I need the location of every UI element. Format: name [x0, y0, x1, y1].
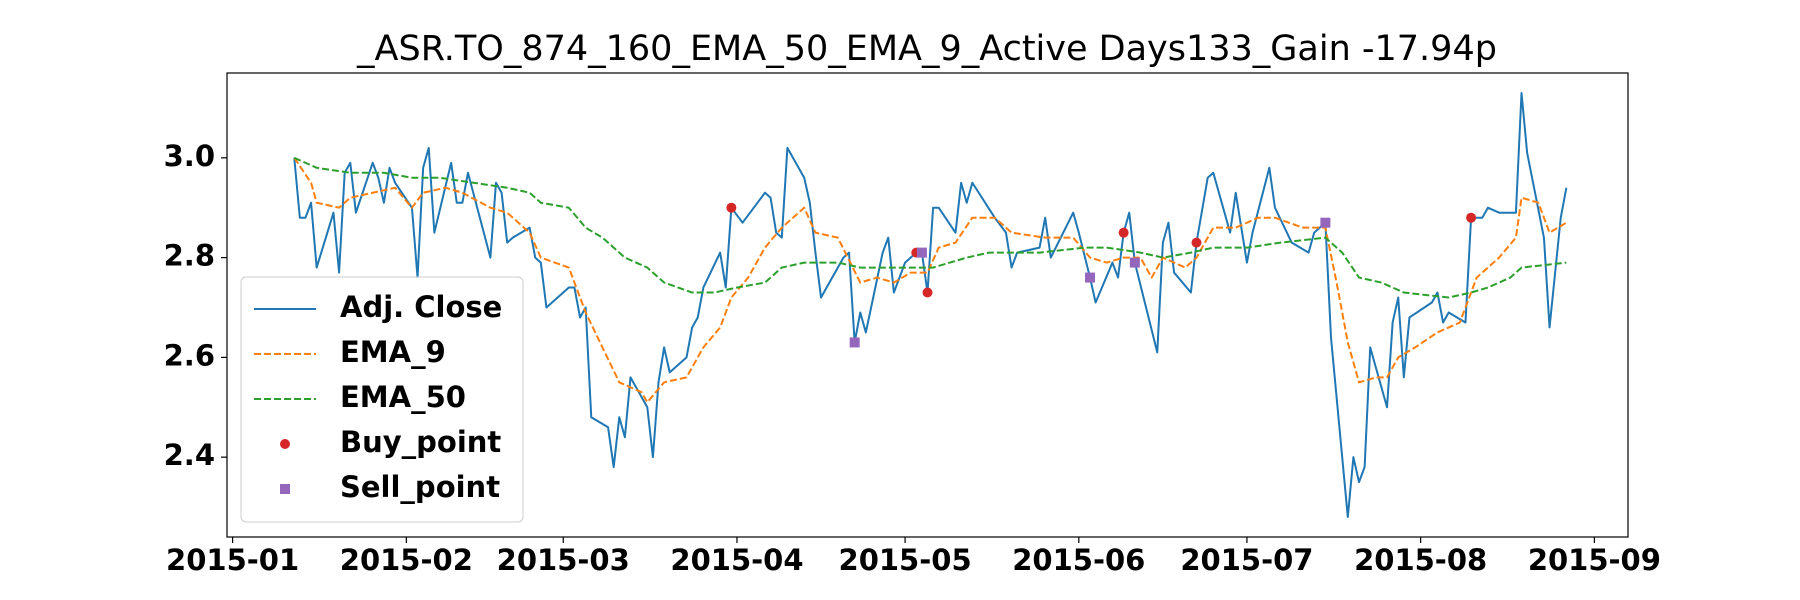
buy-point	[1118, 227, 1129, 238]
series-line	[293, 91, 1568, 519]
legend-label: EMA_50	[340, 380, 466, 414]
x-tick-label: 2015-04	[670, 543, 803, 577]
plot-area	[293, 91, 1568, 519]
plot-frame	[226, 72, 1629, 538]
x-tick-label: 2015-07	[1180, 543, 1313, 577]
series-line	[293, 157, 1567, 404]
buy-point	[726, 202, 737, 213]
legend-box	[240, 276, 524, 523]
legend-marker	[280, 439, 290, 449]
chart-title: _ASR.TO_874_160_EMA_50_EMA_9_Active Days…	[356, 29, 1497, 69]
y-tick-label: 3.0	[164, 139, 215, 173]
x-tick-label: 2015-06	[1012, 543, 1145, 577]
x-tick-label: 2015-09	[1528, 543, 1661, 577]
x-tick-label: 2015-08	[1354, 543, 1487, 577]
x-tick-label: 2015-03	[497, 543, 630, 577]
sell-point	[1085, 272, 1096, 283]
legend-label: Sell_point	[340, 470, 500, 504]
y-tick-label: 2.6	[164, 338, 215, 372]
sell-point	[916, 247, 927, 258]
sell-point	[1129, 257, 1140, 268]
sell-point	[1320, 217, 1331, 228]
legend-label: EMA_9	[340, 335, 446, 369]
buy-point	[1191, 237, 1202, 248]
y-tick-label: 2.8	[164, 239, 215, 273]
legend-marker	[280, 484, 290, 494]
buy-point	[922, 287, 933, 298]
legend-label: Buy_point	[340, 425, 501, 459]
series-line	[293, 156, 1567, 299]
x-tick-label: 2015-02	[340, 543, 473, 577]
sell-point	[849, 337, 860, 348]
y-tick-label: 2.4	[164, 438, 215, 472]
x-tick-label: 2015-05	[839, 543, 972, 577]
buy-point	[1466, 212, 1477, 223]
x-tick-label: 2015-01	[166, 543, 299, 577]
legend-label: Adj. Close	[340, 290, 502, 324]
